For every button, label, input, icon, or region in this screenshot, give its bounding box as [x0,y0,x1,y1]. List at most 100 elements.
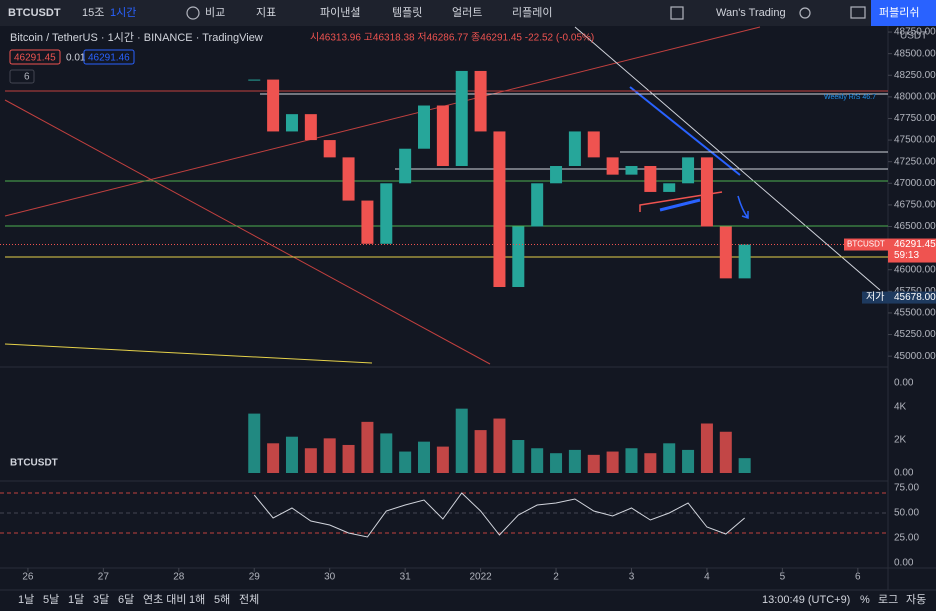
candle [455,70,468,167]
legend-box [83,49,135,65]
range-button[interactable]: 전체 [239,593,259,606]
candle [342,157,355,201]
candle [568,131,581,167]
icon[interactable] [186,6,200,20]
candle [304,114,317,141]
price-tag-label: BTCUSDT [847,240,885,249]
candle [550,166,563,184]
candle [531,183,544,227]
candle [606,157,619,175]
volume-bar [304,448,317,474]
icon[interactable] [799,7,811,19]
range-button[interactable]: 1해 [189,592,205,606]
volume-bar [436,446,449,474]
toolbar-item[interactable]: 15조 [82,7,104,19]
candle [493,131,506,288]
legend-box [9,49,61,65]
toolbar-item[interactable]: 1시간 [110,6,136,19]
toolbar-item[interactable]: 리플레이 [512,6,552,19]
range-button[interactable]: 5날 [43,593,59,606]
legend-price: 0.01 [66,53,86,64]
y-tick-label: 46750.00 [894,200,936,211]
y-tick-label: 48000.00 [894,92,936,103]
volume-bar [568,449,581,474]
volume-bar [399,451,412,474]
bottom-item[interactable]: 로그 [878,594,898,606]
pane-label: 0.00 [894,378,914,389]
range-button[interactable]: 1날 [18,593,34,606]
y-tick-label: 4K [894,402,907,413]
volume-bar [682,449,695,474]
candle [512,226,525,288]
volume-bar [380,433,393,474]
arrow [659,198,701,212]
x-tick-label: 28 [173,572,185,583]
candle [248,79,261,81]
arrow [737,195,749,220]
volume-bar [361,421,374,474]
toolbar-item[interactable]: 지표 [256,6,276,19]
last-price-label: 46291.45 [894,239,936,250]
y-tick-label: 75.00 [894,483,919,494]
range-button[interactable]: 5해 [214,592,230,606]
rsi-line [253,492,745,538]
candle [700,157,713,227]
x-tick-label: 31 [400,572,412,583]
y-tick-label: 48500.00 [894,48,936,59]
y-tick-label: 2K [894,435,907,446]
candle [587,131,600,158]
range-button[interactable]: 연초 대비 [143,593,187,606]
legend-ohlc: 시46313.96 고46318.38 저46286.77 종46291.45 … [310,32,594,44]
toolbar-item[interactable]: BTCUSDT [8,7,61,19]
y-tick-label: 46500.00 [894,221,936,232]
x-tick-label: 30 [324,572,336,583]
countdown: 59:13 [894,250,919,261]
volume-bar [455,408,468,474]
volume-bar [285,436,298,474]
y-tick-label: 46000.00 [894,264,936,275]
x-tick-label: 3 [629,572,635,583]
volume-bar [738,458,751,474]
bottom-item[interactable]: 자동 [906,593,926,606]
bottom-item[interactable]: % [860,594,870,606]
toolbar-item[interactable]: 파이낸셜 [320,6,360,19]
low-tag-label: 저가 [866,291,884,303]
x-tick-label: 4 [704,572,710,583]
annotation: Weekly R/S 46.7 [824,94,876,101]
legend-price: 46291.45 [14,53,56,64]
icon[interactable] [850,6,866,19]
y-tick-label: 47500.00 [894,135,936,146]
y-tick-label: 47750.00 [894,113,936,124]
volume-bar [644,453,657,474]
toolbar-item[interactable]: 비교 [205,6,225,19]
trend-line [574,26,881,291]
toolbar-item[interactable]: 템플릿 [392,6,422,19]
toolbar-item[interactable]: 퍼블리쉬 [879,6,919,19]
volume-bar [606,451,619,474]
candle [625,166,638,175]
icon[interactable] [670,6,684,20]
x-tick-label: 2 [553,572,559,583]
volume-bar [474,430,487,474]
y-tick-label: 47250.00 [894,156,936,167]
volume-bar [248,413,261,474]
trend-line [4,99,491,365]
y-tick-label: 48250.00 [894,70,936,81]
candle [418,105,431,149]
x-tick-label: 26 [22,572,34,583]
y-tick-label: 0.00 [894,558,914,569]
range-button[interactable]: 3달 [93,593,109,606]
low-price-label: 45678.00 [894,292,936,303]
trend-line [629,86,741,176]
volume-bar [719,431,732,474]
price-tag [844,238,888,251]
publish-button[interactable] [871,0,936,26]
range-button[interactable]: 1달 [68,593,84,606]
trend-line [4,343,373,364]
toolbar-item[interactable]: 얼러트 [452,5,482,19]
toolbar-item[interactable]: Wan's Trading [716,7,786,19]
volume-bar [663,443,676,474]
range-button[interactable]: 6달 [118,593,134,606]
x-tick-label: 29 [249,572,261,583]
